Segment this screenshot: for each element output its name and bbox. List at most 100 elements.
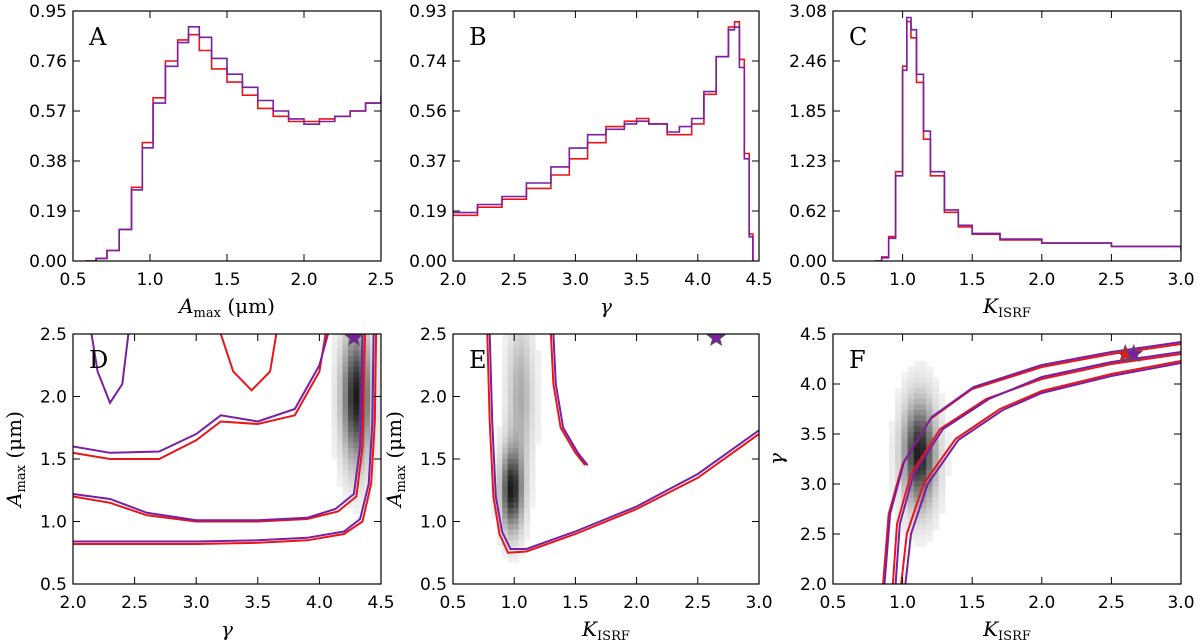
density-cell	[337, 399, 344, 406]
density-cell	[932, 524, 940, 531]
density-cell	[353, 437, 360, 444]
density-cell	[342, 420, 349, 427]
density-cell	[513, 469, 520, 476]
density-cell	[342, 404, 349, 411]
density-cell	[359, 459, 366, 466]
density-cell	[907, 372, 915, 379]
density-cell	[337, 382, 344, 389]
density-cell	[348, 393, 355, 400]
density-cell	[502, 334, 509, 341]
density-cell	[913, 404, 921, 411]
density-cell	[337, 388, 344, 395]
density-cell	[913, 382, 921, 389]
y-tick-label: 0.00	[29, 252, 67, 272]
density-cell	[507, 507, 514, 514]
x-tick-label: 2.0	[290, 270, 317, 290]
x-tick-label: 1.0	[889, 593, 916, 613]
density-cell	[529, 459, 536, 466]
density-cell	[348, 475, 355, 482]
density-cell	[534, 350, 542, 357]
density-cell	[364, 377, 371, 384]
density-cell	[534, 393, 542, 400]
density-cell	[888, 486, 896, 493]
contour-line-red	[549, 334, 586, 466]
density-cell	[496, 507, 503, 514]
density-cell	[529, 480, 536, 487]
density-cell	[502, 420, 509, 427]
density-cell	[913, 453, 921, 460]
density-cell	[364, 355, 371, 362]
density-cell	[926, 518, 934, 525]
density-cell	[907, 431, 915, 438]
density-cell	[342, 426, 349, 433]
density-cell	[513, 382, 520, 389]
density-cell	[353, 453, 360, 460]
x-axis-label: Amax (μm)	[177, 294, 275, 321]
density-cell	[944, 453, 952, 460]
density-cell	[901, 529, 909, 536]
density-cell	[518, 469, 525, 476]
density-cell	[337, 404, 344, 411]
y-tick-label: 1.85	[789, 102, 827, 122]
density-cell	[507, 502, 514, 509]
density-cell	[895, 486, 902, 493]
density-cell	[496, 469, 503, 476]
density-cell	[938, 415, 946, 422]
density-cell	[895, 437, 902, 444]
contour-line-red	[891, 353, 1181, 584]
density-cell	[932, 507, 940, 514]
density-cell	[524, 529, 531, 536]
density-cell	[507, 491, 514, 498]
density-cell	[524, 475, 531, 482]
density-cell	[507, 486, 514, 493]
density-cell	[518, 361, 525, 368]
density-cell	[518, 507, 525, 514]
density-cell	[496, 502, 503, 509]
density-cell	[513, 507, 520, 514]
density-cell	[524, 426, 531, 433]
density-cell	[337, 361, 344, 368]
density-cell	[534, 410, 542, 417]
density-cell	[907, 377, 915, 384]
contour-line-purple	[552, 334, 589, 466]
density-cell	[920, 399, 927, 406]
density-cell	[342, 459, 349, 466]
density-cell	[502, 361, 509, 368]
x-axis-label: KISRF	[982, 294, 1031, 321]
density-cell	[926, 372, 934, 379]
density-cell	[331, 334, 338, 341]
y-tick-label: 0.00	[789, 252, 827, 272]
density-cell	[938, 420, 946, 427]
density-cell	[507, 448, 514, 455]
density-cell	[348, 464, 355, 471]
density-cell	[496, 431, 503, 438]
density-cell	[518, 350, 525, 357]
density-cell	[920, 410, 927, 417]
plot-area	[85, 26, 381, 261]
histogram-line-red	[453, 21, 754, 261]
density-cell	[507, 393, 514, 400]
density-cell	[342, 388, 349, 395]
density-cell	[364, 399, 371, 406]
histogram-line-red	[874, 20, 1181, 261]
density-cell	[932, 513, 940, 520]
density-cell	[496, 480, 503, 487]
density-cell	[895, 459, 902, 466]
y-tick-label: 1.5	[420, 450, 447, 470]
density-cell	[895, 491, 902, 498]
density-cell	[518, 420, 525, 427]
density-cell	[913, 377, 921, 384]
density-cell	[359, 491, 366, 498]
density-cell	[926, 388, 934, 395]
density-cell	[502, 355, 509, 362]
density-cell	[534, 388, 542, 395]
density-cell	[524, 334, 531, 341]
density-cell	[529, 404, 536, 411]
density-cell	[353, 344, 360, 351]
density-cell	[920, 469, 927, 476]
density-cell	[502, 518, 509, 525]
density-cell	[496, 497, 503, 504]
density-cell	[353, 382, 360, 389]
density-cell	[926, 513, 934, 520]
density-cell	[359, 475, 366, 482]
